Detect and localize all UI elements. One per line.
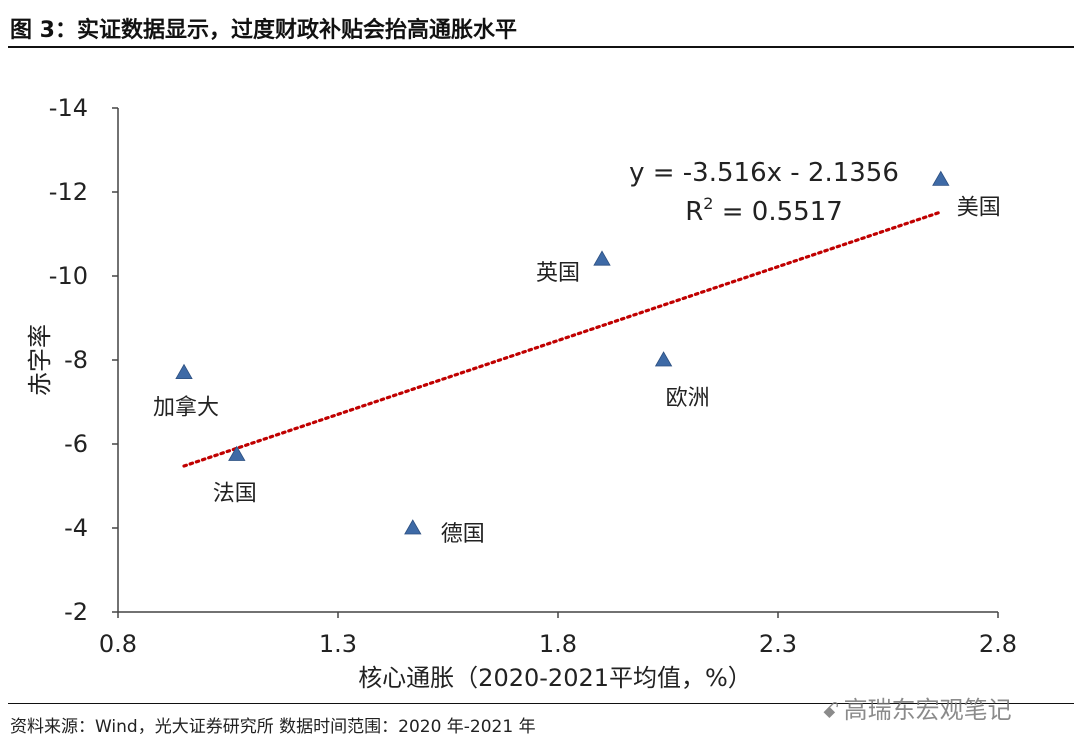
data-point-marker bbox=[932, 170, 950, 186]
data-point-marker bbox=[175, 363, 193, 380]
data-point-label: 德国 bbox=[441, 522, 485, 547]
data-point-marker bbox=[404, 519, 422, 535]
data-point-label: 加拿大 bbox=[153, 395, 219, 421]
footer-divider bbox=[8, 703, 1074, 704]
data-point-marker bbox=[654, 351, 673, 367]
y-tick-label: -14 bbox=[49, 94, 88, 122]
data-point-label: 美国 bbox=[957, 195, 1001, 220]
x-tick-label: 2.3 bbox=[759, 630, 797, 658]
y-tick-label: -10 bbox=[49, 262, 88, 290]
trendline bbox=[182, 210, 943, 468]
y-tick-label: -2 bbox=[64, 598, 88, 626]
data-point-label: 欧洲 bbox=[666, 386, 710, 411]
y-tick-label: -6 bbox=[64, 430, 88, 458]
x-tick-label: 0.8 bbox=[99, 630, 137, 658]
title-divider bbox=[8, 46, 1074, 48]
x-axis-title: 核心通胀（2020-2021平均值，%） bbox=[358, 664, 752, 692]
x-tick-label: 1.8 bbox=[539, 630, 577, 658]
y-tick-label: -12 bbox=[49, 178, 88, 206]
y-tick-label: -4 bbox=[64, 514, 88, 542]
y-tick-label: -8 bbox=[64, 346, 88, 374]
watermark: ꗃ 高瑞东宏观笔记 bbox=[822, 690, 1012, 725]
watermark-text: 高瑞东宏观笔记 bbox=[843, 696, 1012, 724]
data-point-marker bbox=[228, 445, 246, 461]
wechat-icon: ꗃ bbox=[822, 699, 840, 724]
x-tick-label: 1.3 bbox=[319, 630, 357, 658]
trend-equation: y = -3.516x - 2.1356 bbox=[629, 158, 899, 188]
data-point-marker bbox=[593, 250, 611, 266]
figure-title: 图 3：实证数据显示，过度财政补贴会抬高通胀水平 bbox=[10, 18, 517, 43]
data-point-label: 英国 bbox=[536, 261, 580, 286]
x-tick-label: 2.8 bbox=[979, 630, 1017, 658]
y-axis-title: 赤字率 bbox=[26, 324, 54, 396]
trend-r2: R2 = 0.5517 bbox=[685, 194, 843, 227]
data-point-label: 法国 bbox=[213, 482, 257, 507]
source-note: 资料来源：Wind，光大证券研究所 数据时间范围：2020 年-2021 年 bbox=[10, 717, 536, 737]
